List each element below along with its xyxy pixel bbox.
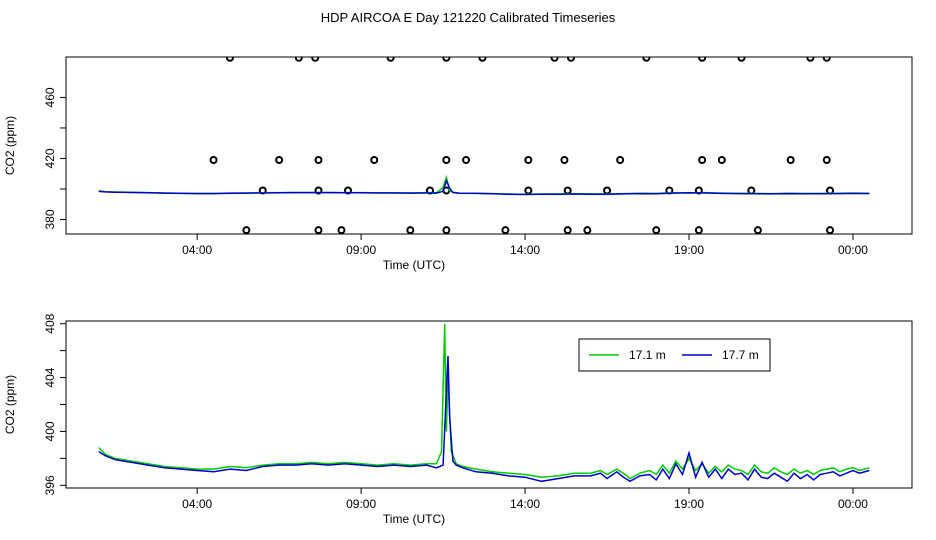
chart-panel-2: 04:00 09:00 14:00 19:00 00:00 396 400 404 408 Tim… (3, 313, 913, 526)
series-line-17.1-m (98, 323, 870, 480)
data-point (337, 226, 346, 234)
data-point (314, 226, 323, 234)
plot-frame (65, 56, 913, 235)
x-tick-label: 04:00 (182, 497, 212, 511)
x-tick-label: 04:00 (182, 243, 212, 257)
data-point (209, 155, 218, 164)
y-tick-label: 420 (43, 148, 57, 168)
data-point (698, 155, 707, 164)
data-layer (98, 323, 870, 483)
legend: 17.1 m 17.7 m (578, 338, 771, 372)
plot-frame (65, 320, 913, 489)
figure-title: HDP AIRCOA E Day 121220 Calibrated Times… (320, 10, 616, 25)
data-point (462, 155, 471, 164)
x-axis-title: Time (UTC) (383, 512, 445, 526)
chart-panel-1: 04:00 09:00 14:00 19:00 00:00 380 420 460 Time (… (3, 56, 913, 272)
y-axis-title: CO2 (ppm) (3, 375, 17, 434)
data-point (786, 155, 795, 164)
data-point (566, 57, 575, 62)
data-point (694, 226, 703, 234)
data-point (560, 155, 569, 164)
data-point (370, 155, 379, 164)
data-point (442, 155, 451, 164)
data-point (275, 155, 284, 164)
data-point (386, 57, 395, 62)
x-tick-label: 19:00 (674, 497, 704, 511)
y-tick-label: 404 (43, 367, 57, 387)
data-point (616, 155, 625, 164)
y-tick-label: 460 (43, 87, 57, 107)
series-line-17.7-m (98, 178, 870, 196)
x-tick-label: 14:00 (510, 497, 540, 511)
x-axis-title: Time (UTC) (383, 258, 445, 272)
y-tick-label: 408 (43, 313, 57, 333)
data-point (642, 57, 651, 62)
x-tick-label: 14:00 (510, 243, 540, 257)
data-point (550, 57, 559, 62)
data-point (442, 226, 451, 234)
data-point (242, 226, 251, 234)
data-point (583, 226, 592, 234)
y-tick-label: 400 (43, 421, 57, 441)
data-point (225, 57, 234, 62)
data-point (652, 226, 661, 234)
data-point (698, 57, 707, 62)
data-point (603, 186, 612, 195)
data-point (563, 186, 572, 195)
x-tick-label: 00:00 (838, 497, 868, 511)
x-tick-label: 09:00 (346, 497, 376, 511)
data-point (822, 155, 831, 164)
legend-label: 17.7 m (722, 348, 759, 362)
data-point (406, 226, 415, 234)
data-point (563, 226, 572, 234)
data-point (806, 57, 815, 62)
data-point (442, 57, 451, 62)
data-point (501, 226, 510, 234)
data-point (294, 57, 303, 62)
y-axis-title: CO2 (ppm) (3, 116, 17, 175)
y-tick-label: 380 (43, 209, 57, 229)
legend-label: 17.1 m (629, 348, 666, 362)
data-point (311, 57, 320, 62)
data-point (717, 155, 726, 164)
data-point (314, 155, 323, 164)
x-tick-label: 09:00 (346, 243, 376, 257)
data-point (737, 57, 746, 62)
x-tick-label: 19:00 (674, 243, 704, 257)
data-point (753, 226, 762, 234)
data-point (314, 186, 323, 195)
data-point (747, 186, 756, 195)
x-tick-label: 00:00 (838, 243, 868, 257)
series-line-17.7-m (98, 355, 870, 483)
data-point (524, 186, 533, 195)
data-point (826, 226, 835, 234)
y-tick-label: 396 (43, 475, 57, 495)
data-point (524, 155, 533, 164)
data-point (478, 57, 487, 62)
data-layer (98, 57, 870, 234)
data-point (822, 57, 831, 62)
